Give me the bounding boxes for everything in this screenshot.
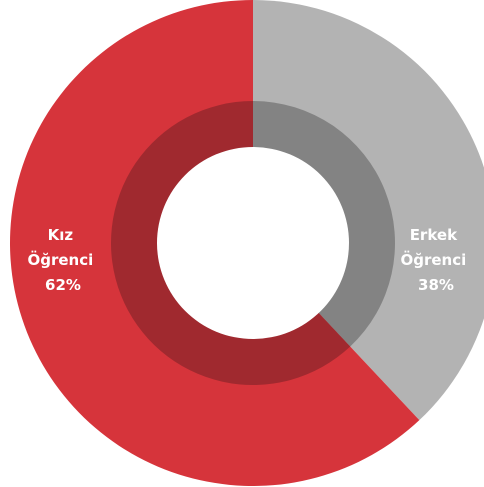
center-hole [157,147,349,339]
slice-label-kiz: Kız Öğrenci 62% [27,226,98,294]
slice-label-erkek: Erkek Öğrenci 38% [400,226,471,294]
